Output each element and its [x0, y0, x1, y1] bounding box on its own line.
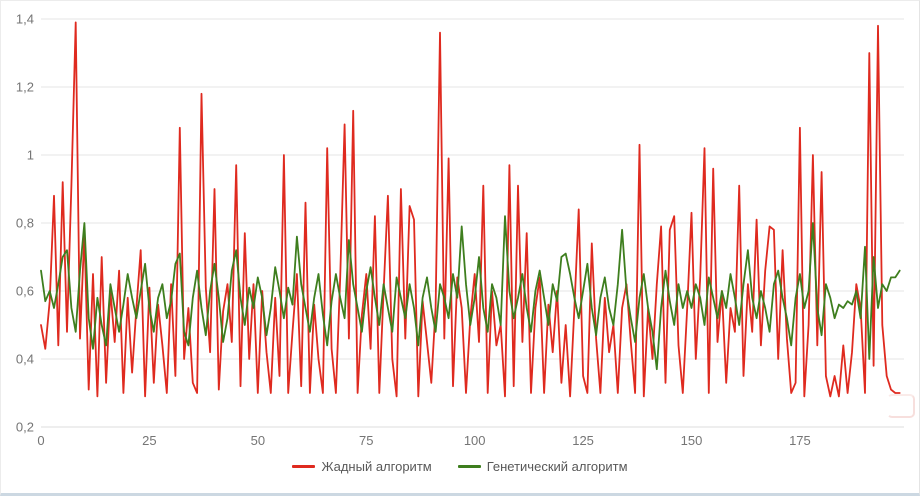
y-tick-label: 1,2 — [16, 80, 34, 95]
y-tick-label: 0,2 — [16, 420, 34, 435]
legend-label-greedy: Жадный алгоритм — [321, 458, 432, 474]
legend-label-genetic: Генетический алгоритм — [486, 458, 628, 474]
x-tick-label: 100 — [464, 433, 486, 448]
legend-item-greedy: Жадный алгоритм — [292, 458, 432, 474]
y-tick-label: 0,8 — [16, 216, 34, 231]
watermark-artifact — [887, 394, 915, 418]
x-tick-label: 150 — [681, 433, 703, 448]
series-greedy-line — [40, 21, 901, 398]
x-tick-label: 50 — [251, 433, 265, 448]
legend: Жадный алгоритм Генетический алгоритм — [1, 455, 919, 477]
y-tick-label: 1,4 — [16, 12, 34, 27]
legend-swatch-greedy — [292, 464, 316, 468]
legend-swatch-genetic — [457, 464, 481, 468]
x-tick-label: 0 — [37, 433, 44, 448]
y-tick-label: 1 — [27, 148, 34, 163]
x-tick-label: 125 — [572, 433, 594, 448]
x-tick-label: 75 — [359, 433, 373, 448]
x-tick-label: 175 — [789, 433, 811, 448]
series-genetic-line — [40, 215, 901, 371]
x-tick-label: 25 — [142, 433, 156, 448]
y-tick-label: 0,4 — [16, 352, 34, 367]
y-tick-label: 0,6 — [16, 284, 34, 299]
chart-svg: 0,2 0,4 0,6 0,8 1 1,2 1,4 0 25 50 75 100 125 150 175 — [16, 12, 904, 448]
legend-item-genetic: Генетический алгоритм — [457, 458, 628, 474]
